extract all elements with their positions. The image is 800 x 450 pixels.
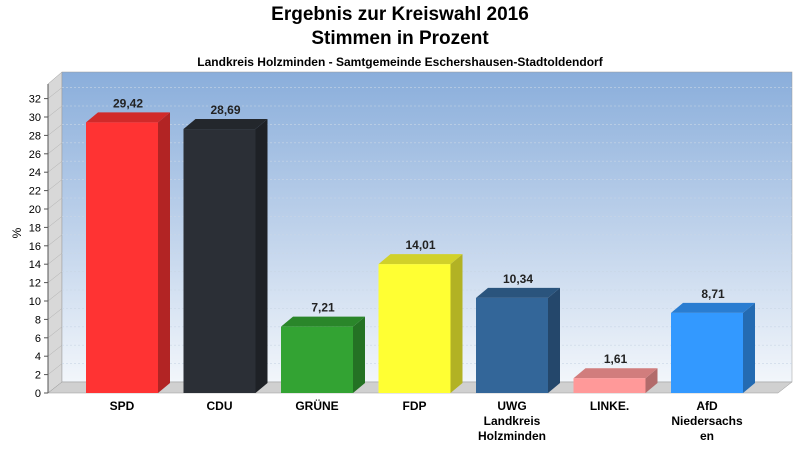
y-tick-label: 4 xyxy=(35,351,41,363)
grid-wall-line xyxy=(47,161,63,173)
bar-front xyxy=(281,326,353,393)
bar-top xyxy=(183,119,268,130)
bar-side xyxy=(645,368,658,393)
y-tick-label: 20 xyxy=(29,204,41,216)
x-category-label: CDU xyxy=(207,399,233,413)
bar-side xyxy=(548,287,560,393)
grid-wall-line xyxy=(47,105,63,118)
x-category-label: Niedersachs xyxy=(671,414,743,428)
bar-top xyxy=(573,368,658,379)
bar-top xyxy=(378,254,463,265)
x-category-label: Holzminden xyxy=(478,429,546,443)
bar-front xyxy=(671,312,743,393)
y-tick-label: 24 xyxy=(29,167,41,179)
bar-side xyxy=(255,119,268,393)
y-tick-label: 28 xyxy=(29,130,41,142)
bars: 29,42 28,69 7,21 14,01 10,34 1,61 8,71 xyxy=(86,96,755,393)
y-tick-label: 18 xyxy=(29,222,41,234)
bar-front xyxy=(86,122,158,393)
bar xyxy=(86,112,170,393)
bar-value-label: 1,61 xyxy=(604,352,628,366)
bar-top xyxy=(86,112,170,123)
bar-value-label: 7,21 xyxy=(311,301,335,315)
x-category-label: SPD xyxy=(110,399,135,413)
x-category-label: Landkreis xyxy=(484,414,541,428)
x-category-label: AfD xyxy=(696,399,718,413)
bar-top xyxy=(671,302,755,313)
x-category-label: UWG xyxy=(497,399,526,413)
bar-front xyxy=(476,297,548,393)
plot-left-wall xyxy=(47,71,63,394)
grid-wall-line xyxy=(47,124,63,136)
y-tick-label: 10 xyxy=(29,296,41,308)
y-tick-label: 30 xyxy=(29,112,41,124)
grid-wall-line xyxy=(47,179,63,191)
grid-wall-line xyxy=(47,87,63,99)
y-tick-label: 26 xyxy=(29,149,41,161)
grid-wall-line xyxy=(47,326,63,338)
bar-side xyxy=(743,302,755,393)
grid-wall-line xyxy=(47,271,63,283)
chart-subtitle: Landkreis Holzminden - Samtgemeinde Esch… xyxy=(197,55,603,69)
grid-wall-line xyxy=(47,197,63,210)
y-tick-label: 2 xyxy=(35,370,41,382)
y-tick-label: 6 xyxy=(35,333,41,345)
y-tick-label: 16 xyxy=(29,241,41,253)
bar-side xyxy=(158,112,170,393)
bar-value-label: 14,01 xyxy=(405,238,435,252)
bar-value-label: 10,34 xyxy=(503,272,533,286)
grid-wall-line xyxy=(47,142,63,154)
y-tick-label: 8 xyxy=(35,314,41,326)
grid-wall-line xyxy=(47,253,63,265)
y-tick-label: 32 xyxy=(29,94,41,106)
grid-wall-line xyxy=(47,289,63,302)
x-category-label: en xyxy=(700,429,714,443)
x-category-label: LINKE. xyxy=(590,399,629,413)
bar-front xyxy=(378,264,451,393)
bar-front xyxy=(573,378,646,393)
bar-value-label: 29,42 xyxy=(113,96,143,110)
x-category-label: FDP xyxy=(403,399,427,413)
chart-title-line-2: Stimmen in Prozent xyxy=(311,28,489,49)
bar xyxy=(281,316,365,393)
bar-side xyxy=(450,254,463,393)
bar-front xyxy=(183,129,256,393)
y-tick-label: 14 xyxy=(29,259,41,271)
bar xyxy=(671,302,755,393)
bar-top xyxy=(281,316,365,327)
y-tick-label: 22 xyxy=(29,186,41,198)
grid-wall-line xyxy=(47,363,63,375)
grid-wall-line xyxy=(47,216,63,228)
x-category-label: GRÜNE xyxy=(295,398,338,413)
y-axis-label: % xyxy=(10,227,24,238)
bar xyxy=(183,119,268,393)
bar-side xyxy=(353,316,365,393)
bar-value-label: 8,71 xyxy=(701,287,725,301)
y-tick-label: 0 xyxy=(35,388,41,400)
grid-wall-line xyxy=(47,234,63,246)
y-tick-label: 12 xyxy=(29,278,41,290)
bar-top xyxy=(476,287,560,298)
bar-value-label: 28,69 xyxy=(210,103,240,117)
grid-wall-line xyxy=(47,308,63,320)
grid-wall-line xyxy=(47,345,63,357)
bar xyxy=(573,368,658,393)
bar xyxy=(378,254,463,393)
chart-title: Ergebnis zur Kreiswahl 2016 xyxy=(271,4,529,25)
bar xyxy=(476,287,560,393)
